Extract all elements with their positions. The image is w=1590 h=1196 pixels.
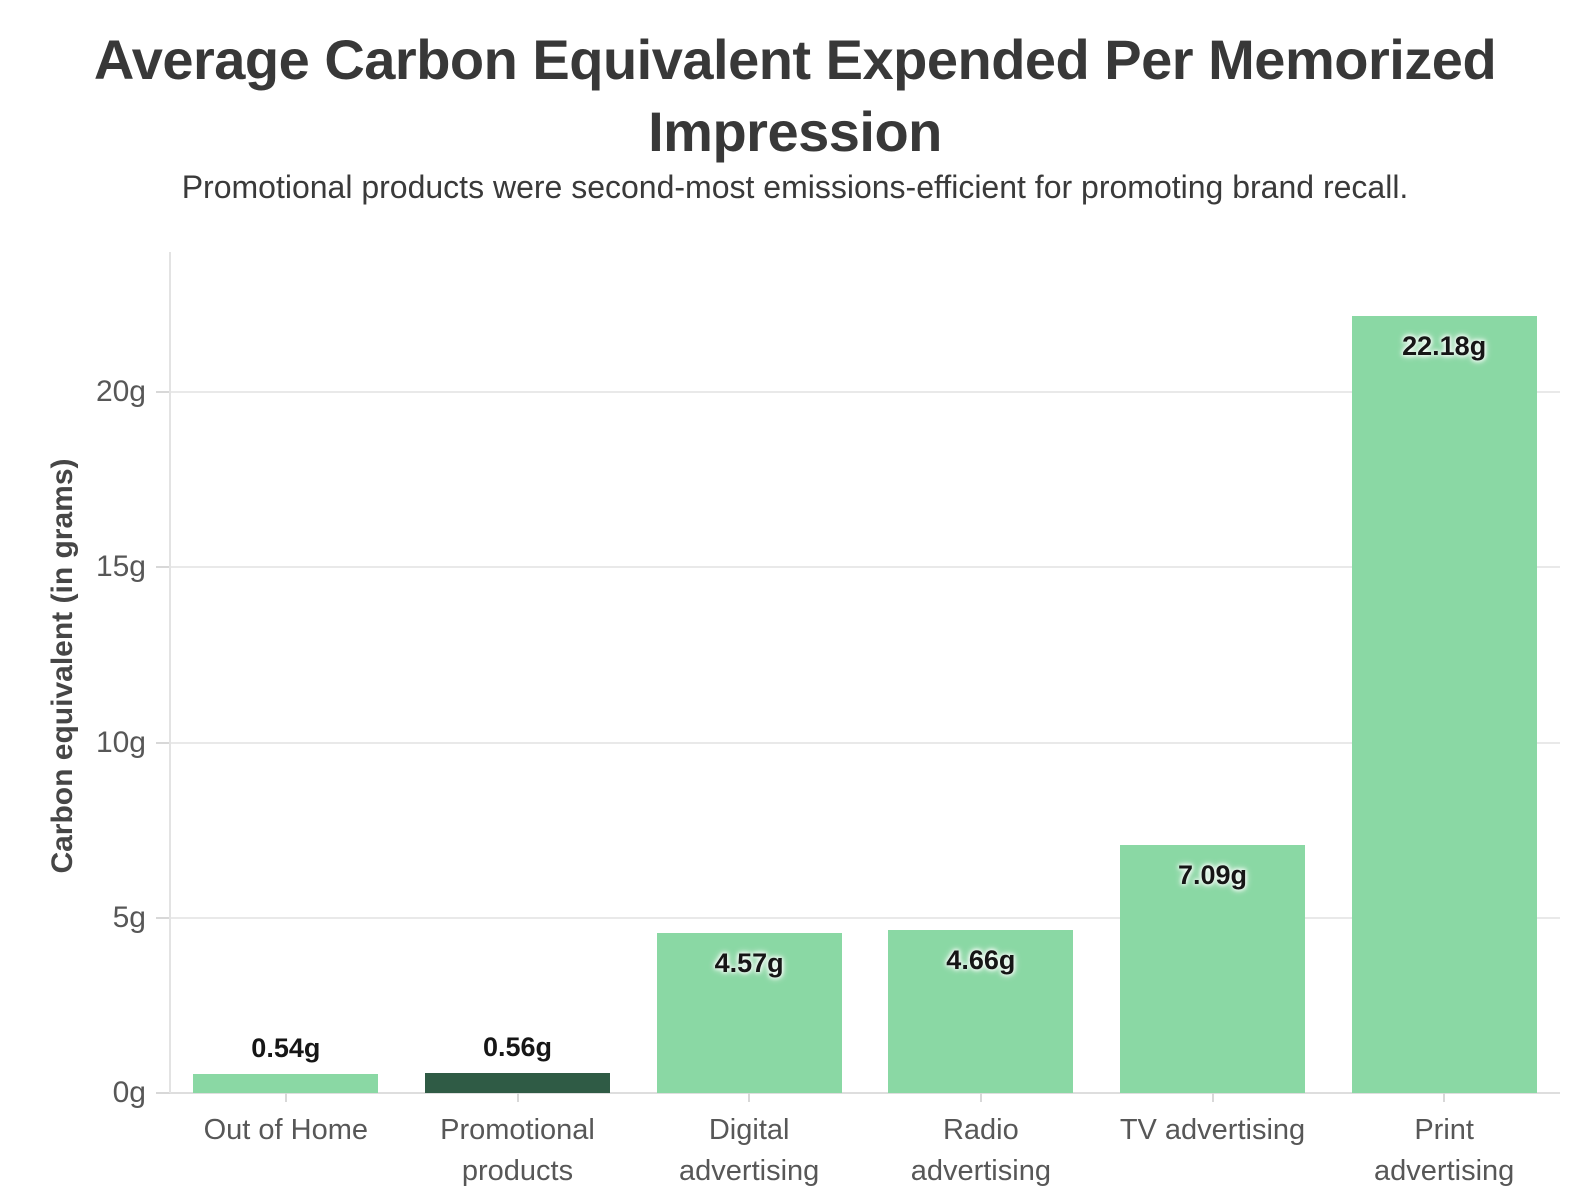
x-tick-tv-advertising [1211, 1093, 1214, 1102]
x-axis-line [170, 1092, 1560, 1094]
x-tick-print-advertising [1443, 1093, 1446, 1102]
value-label-promotional-products: 0.56g [482, 1032, 553, 1063]
x-label-radio-advertising: Radio advertising [910, 1114, 1051, 1187]
value-label-digital-advertising: 4.57g [714, 947, 784, 978]
x-label-promotional-products: Promotional products [440, 1114, 595, 1187]
y-axis-line [169, 252, 171, 1093]
gridline-15g [170, 566, 1560, 569]
bar-tv-advertising [1120, 844, 1305, 1093]
gridline-10g [170, 741, 1560, 744]
y-tick-20g [156, 391, 170, 394]
x-label-print-advertising: Print advertising [1374, 1114, 1515, 1187]
value-label-out-of-home: 0.54g [251, 1033, 321, 1064]
value-label-tv-advertising: 7.09g [1177, 859, 1248, 890]
x-label-digital-advertising: Digital advertising [679, 1114, 820, 1187]
y-tick-15g [156, 566, 170, 569]
chart-title: Average Carbon Equivalent Expended Per M… [93, 28, 1497, 163]
y-tick-label-5g: 5g [112, 900, 146, 934]
bar-digital-advertising [656, 932, 842, 1093]
y-tick-label-0g: 0g [112, 1076, 146, 1109]
x-tick-out-of-home [284, 1093, 287, 1102]
bar-radio-advertising [888, 929, 1074, 1093]
bar-out-of-home [193, 1074, 379, 1093]
gridline-20g [170, 391, 1560, 394]
gridline-5g [170, 916, 1560, 919]
y-tick-0g [156, 1092, 170, 1094]
x-tick-digital-advertising [748, 1093, 751, 1102]
x-tick-promotional-products [516, 1093, 519, 1102]
bar-print-advertising [1351, 315, 1537, 1093]
value-label-radio-advertising: 4.66g [946, 944, 1016, 975]
y-tick-label-10g: 10g [95, 725, 146, 759]
x-label-tv-advertising: TV advertising [1119, 1114, 1306, 1146]
y-tick-label-20g: 20g [95, 375, 146, 409]
y-tick-10g [156, 741, 170, 744]
value-label-print-advertising: 22.18g [1402, 330, 1487, 361]
y-tick-5g [156, 916, 170, 919]
chart-subtitle: Promotional products were second-most em… [181, 169, 1409, 205]
bar-promotional-products [425, 1073, 610, 1093]
x-tick-radio-advertising [979, 1093, 982, 1102]
y-tick-label-15g: 15g [95, 550, 146, 584]
x-label-out-of-home: Out of Home [203, 1114, 369, 1146]
